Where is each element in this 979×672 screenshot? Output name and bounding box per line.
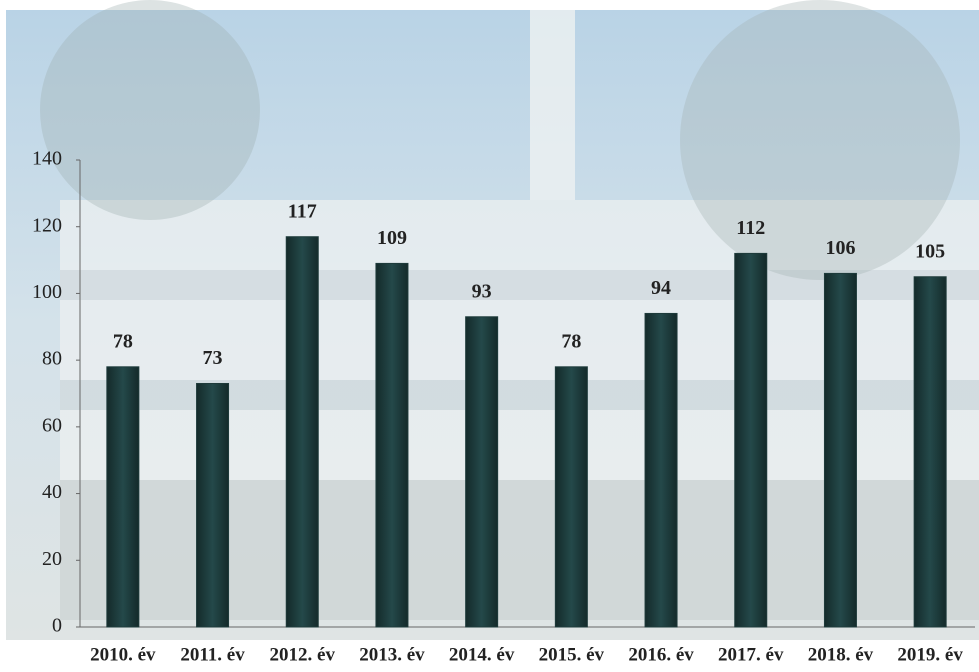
- bar: [644, 312, 678, 628]
- y-tick-label: 0: [52, 615, 62, 637]
- y-tick-label: 60: [42, 414, 62, 436]
- bar: [285, 236, 319, 628]
- bar: [465, 316, 499, 628]
- x-tick-label: 2015. év: [539, 644, 605, 665]
- x-tick-label: 2012. év: [270, 644, 336, 665]
- bar: [196, 382, 230, 628]
- x-tick-label: 2018. év: [808, 644, 874, 665]
- x-tick-label: 2019. év: [897, 644, 963, 665]
- y-tick-label: 20: [42, 548, 62, 570]
- value-label: 112: [736, 217, 765, 239]
- bar: [734, 252, 768, 628]
- bar: [823, 272, 857, 628]
- bar: [106, 366, 140, 628]
- value-label: 73: [203, 347, 223, 369]
- x-tick-label: 2010. év: [90, 644, 156, 665]
- y-tick-label: 120: [32, 214, 62, 236]
- value-label: 117: [288, 200, 317, 222]
- y-tick-label: 80: [42, 348, 62, 370]
- y-tick-label: 100: [32, 281, 62, 303]
- x-tick-label: 2013. év: [359, 644, 425, 665]
- value-label: 106: [825, 237, 855, 259]
- value-label: 109: [377, 227, 407, 249]
- value-label: 78: [561, 330, 581, 352]
- x-tick-label: 2016. év: [628, 644, 694, 665]
- bar: [913, 276, 947, 628]
- value-label: 93: [472, 280, 492, 302]
- bar: [554, 366, 588, 628]
- bar: [375, 262, 409, 628]
- value-label: 78: [113, 330, 133, 352]
- value-label: 105: [915, 240, 945, 262]
- x-tick-label: 2017. év: [718, 644, 784, 665]
- y-tick-label: 140: [32, 148, 62, 170]
- y-tick-label: 40: [42, 481, 62, 503]
- x-tick-label: 2014. év: [449, 644, 515, 665]
- x-tick-label: 2011. év: [180, 644, 245, 665]
- value-label: 94: [651, 277, 671, 299]
